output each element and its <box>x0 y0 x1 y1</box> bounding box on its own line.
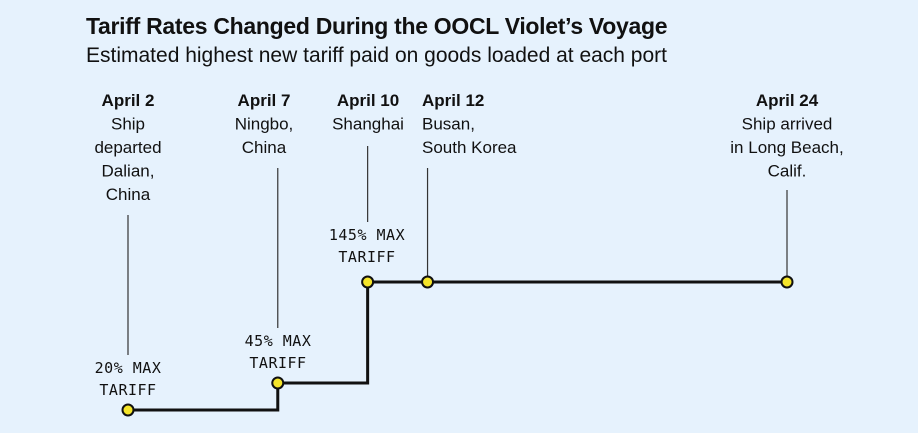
event-description-line: Ship <box>111 115 145 134</box>
event-description-line: Dalian, <box>102 162 155 181</box>
data-point-marker <box>361 275 375 289</box>
chart-subtitle: Estimated highest new tariff paid on goo… <box>86 44 667 67</box>
event-description-line: departed <box>94 138 161 157</box>
data-point-marker <box>780 275 794 289</box>
event-date-label: April 10 <box>337 91 399 110</box>
event-description-line: in Long Beach, <box>730 138 843 157</box>
event-description-line: Busan, <box>422 115 475 134</box>
tariff-label: TARIFF <box>338 248 395 266</box>
tariff-label: 45% MAX <box>245 332 312 350</box>
data-point-marker <box>421 275 435 289</box>
chart-title: Tariff Rates Changed During the OOCL Vio… <box>86 13 668 39</box>
tariff-label: 145% MAX <box>329 226 405 244</box>
event-description-line: China <box>106 185 151 204</box>
event-description-line: Ningbo, <box>235 115 294 134</box>
event-date-label: April 2 <box>102 91 155 110</box>
event-description-line: South Korea <box>422 138 517 157</box>
series-step-line <box>128 280 787 412</box>
tariff-label: TARIFF <box>99 381 156 399</box>
event-description-line: Ship arrived <box>742 115 833 134</box>
data-point-marker <box>271 376 285 390</box>
data-point-marker <box>121 403 135 417</box>
tariff-label: TARIFF <box>249 354 306 372</box>
event-date-label: April 7 <box>238 91 291 110</box>
event-description-line: Shanghai <box>332 115 404 134</box>
event-date-label: April 12 <box>422 91 484 110</box>
event-date-label: April 24 <box>756 91 819 110</box>
tariff-label: 20% MAX <box>95 359 162 377</box>
event-description-line: Calif. <box>768 162 807 181</box>
event-description-line: China <box>242 138 287 157</box>
